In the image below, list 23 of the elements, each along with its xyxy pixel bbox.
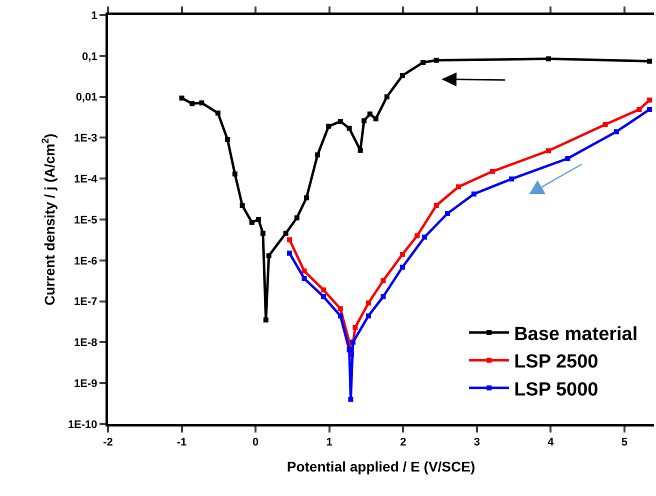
y-tick-label: 1E-4 bbox=[74, 173, 98, 186]
y-tick-label: 1 bbox=[91, 10, 98, 22]
y-tick-label: 0,1 bbox=[82, 50, 98, 63]
x-tick-label: 4 bbox=[548, 436, 555, 449]
x-tick-label: 1 bbox=[326, 436, 332, 449]
x-tick-label: 3 bbox=[474, 436, 480, 449]
x-tick-label: -2 bbox=[103, 436, 113, 449]
y-tick-label: 1E-5 bbox=[74, 214, 98, 226]
y-tick-label: 0,01 bbox=[76, 92, 98, 104]
y-tick-label: 1E-6 bbox=[74, 255, 98, 268]
x-tick-label: -1 bbox=[176, 436, 187, 449]
x-axis-title: Potential applied / E (V/SCE) bbox=[286, 458, 476, 474]
x-tick-label: 5 bbox=[621, 436, 628, 449]
legend-label: Base material bbox=[514, 324, 638, 345]
y-tick-label: 1E-3 bbox=[74, 132, 98, 145]
x-tick-label: 2 bbox=[400, 436, 406, 449]
y-tick-label: 1E-8 bbox=[74, 337, 98, 350]
y-tick-label: 1E-10 bbox=[68, 418, 98, 431]
y-tick-label: 1E-7 bbox=[74, 296, 98, 308]
legend-label: LSP 5000 bbox=[514, 379, 598, 400]
legend-label: LSP 2500 bbox=[514, 352, 598, 373]
x-tick-label: 0 bbox=[252, 436, 259, 449]
y-tick-label: 1E-9 bbox=[74, 378, 98, 390]
